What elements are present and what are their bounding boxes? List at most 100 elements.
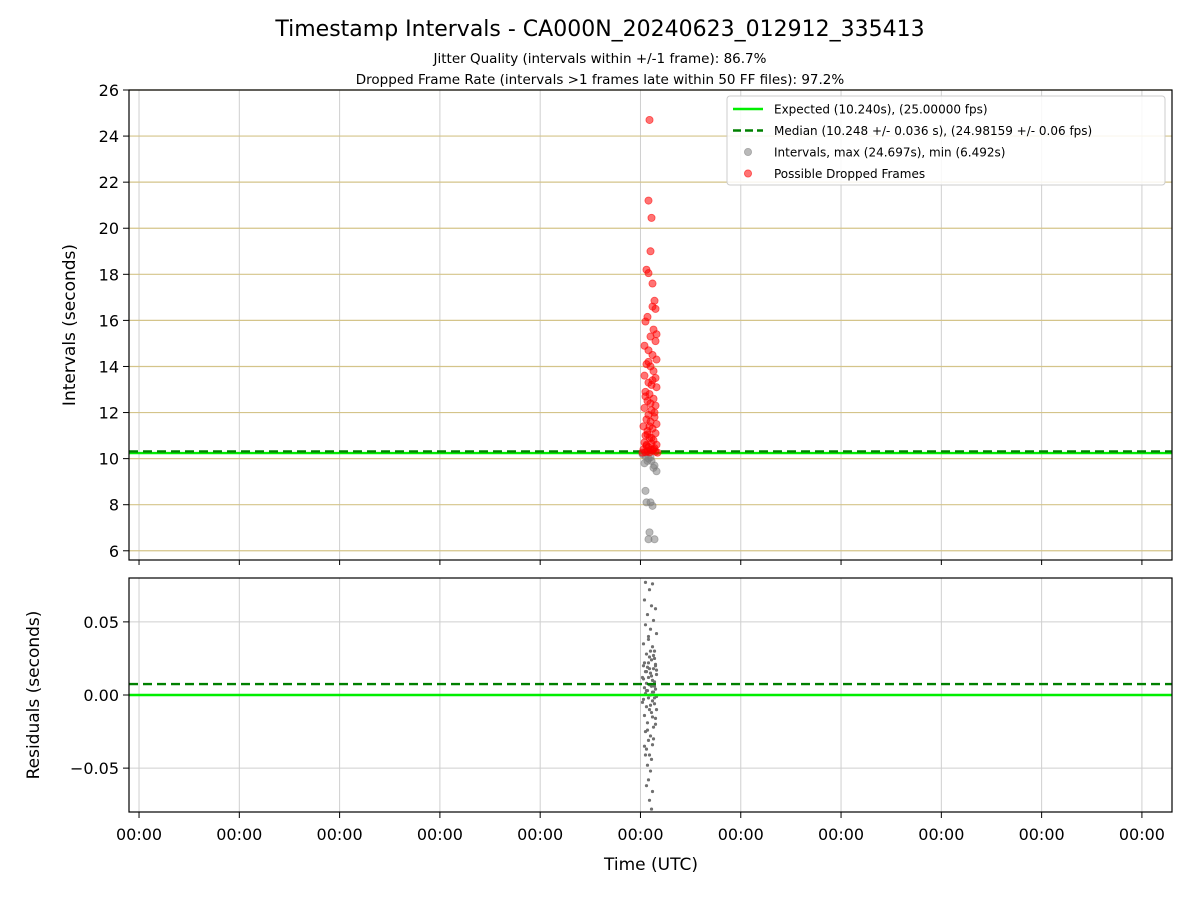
intervals-y-tick-label: 24 — [99, 127, 119, 146]
residual-point — [646, 675, 651, 680]
residual-point — [645, 721, 650, 725]
dropped-frame-point — [646, 399, 655, 408]
residual-point — [642, 661, 647, 665]
residual-point — [648, 649, 653, 653]
x-tick-label: 00:00 — [1119, 825, 1165, 844]
residual-point — [647, 588, 652, 592]
x-axis-label: Time (UTC) — [603, 855, 698, 875]
residual-point — [645, 763, 650, 767]
dropped-frame-point — [638, 448, 647, 457]
interval-point — [645, 528, 654, 537]
residual-point — [652, 680, 657, 684]
residual-point — [647, 667, 652, 671]
residual-point — [648, 627, 653, 631]
residual-point — [644, 784, 649, 788]
residuals-y-axis-label: Residuals (seconds) — [24, 611, 44, 780]
dropped-frame-point — [652, 383, 661, 392]
legend-entry-label: Expected (10.240s), (25.00000 fps) — [774, 103, 988, 117]
residuals-y-tick-label: 0.00 — [83, 686, 119, 705]
x-tick-label: 00:00 — [116, 825, 162, 844]
residual-point — [649, 674, 654, 678]
residual-point — [644, 747, 649, 751]
residual-point — [650, 743, 655, 747]
dropped-frame-point — [643, 430, 652, 439]
dropped-frame-point — [644, 269, 653, 278]
intervals-y-tick-label: 6 — [109, 542, 119, 561]
x-tick-label: 00:00 — [1019, 825, 1065, 844]
residual-point — [648, 671, 653, 675]
residual-point — [649, 807, 654, 811]
residual-point — [641, 664, 646, 668]
dropped-frame-point — [650, 408, 659, 417]
residuals-panel: −0.05 0.00 0.05 00:00 00:00 00:00 00:00 00:00 00… — [70, 577, 1173, 844]
residuals-plot-frame — [128, 577, 1173, 813]
legend-box — [726, 95, 1166, 186]
residual-point — [653, 722, 658, 726]
dropped-frame-point — [644, 196, 653, 205]
residual-point — [652, 702, 657, 706]
dropped-frame-point — [646, 332, 655, 341]
interval-point — [641, 486, 650, 495]
residual-point — [649, 710, 654, 715]
residual-point — [642, 744, 647, 748]
residual-point — [649, 757, 654, 761]
residual-point — [646, 661, 651, 665]
residual-point — [649, 684, 654, 688]
intervals-y-tick-label: 10 — [99, 450, 119, 469]
intervals-y-tick-label: 22 — [99, 173, 119, 192]
residual-point — [646, 637, 651, 642]
residual-point — [644, 689, 649, 693]
residual-point — [654, 668, 659, 672]
chart-subtitle-jitter: Jitter Quality (intervals within +/-1 fr… — [433, 51, 767, 67]
residual-point — [645, 728, 650, 732]
dropped-frame-point — [645, 115, 654, 124]
residual-point — [644, 705, 649, 709]
dropped-frame-point — [641, 392, 650, 401]
x-tick-label: 00:00 — [216, 825, 262, 844]
residual-point — [654, 672, 659, 677]
residual-point — [650, 789, 655, 794]
residual-point — [646, 738, 651, 742]
chart-subtitle-dropped: Dropped Frame Rate (intervals >1 frames … — [356, 72, 845, 88]
x-tick-label: 00:00 — [818, 825, 864, 844]
residual-point — [651, 725, 656, 729]
residual-point — [652, 656, 657, 661]
residual-point — [651, 667, 656, 671]
dropped-frame-point — [640, 403, 649, 412]
residual-point — [651, 653, 656, 658]
residual-point — [653, 687, 658, 691]
residual-point — [654, 708, 659, 712]
residual-point — [652, 684, 657, 688]
dropped-frame-point — [646, 247, 655, 256]
legend-entry-label: Possible Dropped Frames — [774, 167, 925, 181]
dropped-frame-point — [644, 357, 653, 366]
residuals-y-tick-label: −0.05 — [70, 759, 119, 778]
residual-point — [652, 696, 657, 700]
residual-point — [645, 612, 650, 617]
legend-swatch-marker — [744, 147, 753, 156]
residual-point — [650, 715, 655, 719]
residual-point — [647, 798, 652, 802]
interval-point — [649, 463, 658, 472]
residual-point — [650, 645, 655, 649]
interval-point — [650, 535, 659, 544]
residual-point — [640, 700, 645, 704]
residual-point — [646, 696, 651, 700]
x-tick-label: 00:00 — [718, 825, 764, 844]
residual-point — [642, 713, 647, 718]
residual-point — [647, 753, 652, 757]
residual-point — [646, 634, 651, 639]
dropped-frame-point — [640, 371, 649, 380]
residual-point — [643, 623, 648, 627]
residual-point — [644, 652, 649, 656]
residual-point — [642, 686, 647, 690]
residual-point — [650, 582, 655, 586]
chart-title: Timestamp Intervals - CA000N_20240623_01… — [274, 17, 924, 42]
residual-point — [652, 649, 657, 653]
dropped-frame-point — [651, 337, 660, 346]
residual-point — [640, 675, 645, 680]
intervals-plot-frame — [128, 89, 1173, 561]
residual-point — [648, 703, 653, 707]
